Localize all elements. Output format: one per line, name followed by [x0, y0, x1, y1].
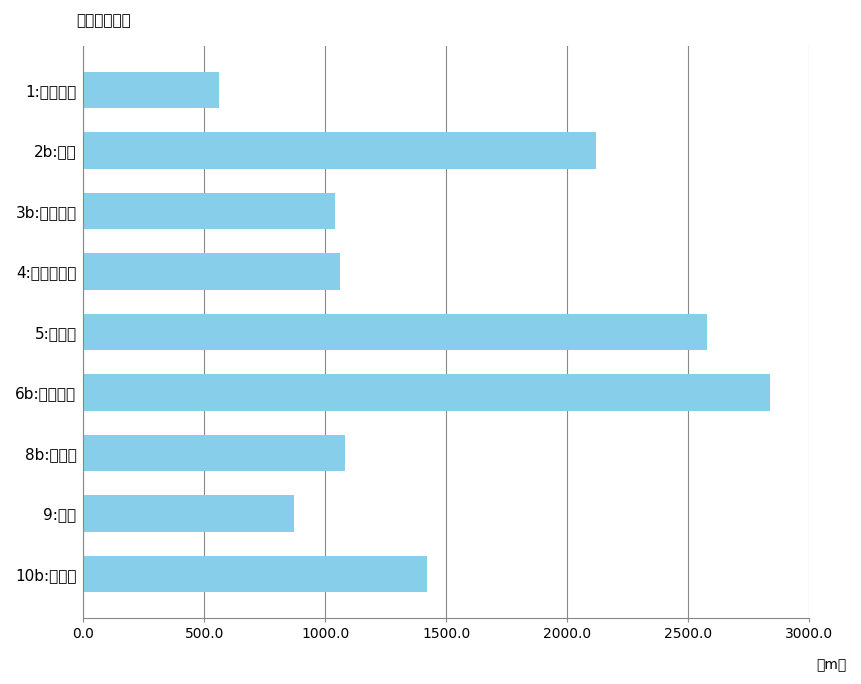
Bar [84, 374, 771, 410]
Bar [84, 132, 596, 169]
Text: （m）: （m） [816, 658, 846, 672]
Bar [84, 193, 335, 229]
Bar [84, 253, 340, 289]
Bar [84, 495, 294, 531]
Bar [84, 435, 344, 471]
Bar [84, 72, 219, 108]
Bar [84, 314, 708, 350]
Bar [84, 556, 427, 592]
Text: （物流種別）: （物流種別） [76, 14, 131, 29]
